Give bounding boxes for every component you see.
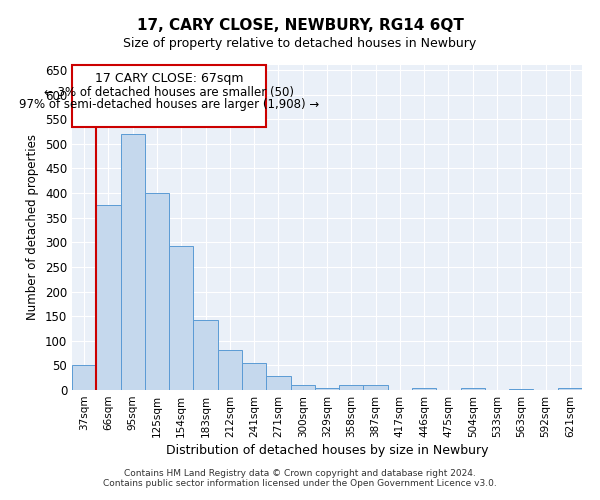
Bar	[412, 388, 436, 390]
Text: 17, CARY CLOSE, NEWBURY, RG14 6QT: 17, CARY CLOSE, NEWBURY, RG14 6QT	[137, 18, 463, 32]
Bar	[193, 320, 218, 390]
Bar	[96, 206, 121, 390]
Bar	[558, 388, 582, 390]
Bar	[121, 134, 145, 390]
Bar	[315, 388, 339, 390]
Bar	[266, 376, 290, 390]
X-axis label: Distribution of detached houses by size in Newbury: Distribution of detached houses by size …	[166, 444, 488, 457]
Bar	[218, 350, 242, 390]
Text: 97% of semi-detached houses are larger (1,908) →: 97% of semi-detached houses are larger (…	[19, 98, 319, 112]
Text: 17 CARY CLOSE: 67sqm: 17 CARY CLOSE: 67sqm	[95, 72, 244, 86]
Bar	[290, 385, 315, 390]
Bar	[461, 388, 485, 390]
Bar	[509, 388, 533, 390]
Bar	[364, 384, 388, 390]
Bar	[72, 366, 96, 390]
Bar	[339, 385, 364, 390]
Y-axis label: Number of detached properties: Number of detached properties	[26, 134, 40, 320]
Text: Contains public sector information licensed under the Open Government Licence v3: Contains public sector information licen…	[103, 478, 497, 488]
FancyBboxPatch shape	[72, 65, 266, 126]
Text: Size of property relative to detached houses in Newbury: Size of property relative to detached ho…	[124, 38, 476, 51]
Bar	[242, 363, 266, 390]
Bar	[169, 246, 193, 390]
Text: ← 3% of detached houses are smaller (50): ← 3% of detached houses are smaller (50)	[44, 86, 294, 99]
Bar	[145, 193, 169, 390]
Text: Contains HM Land Registry data © Crown copyright and database right 2024.: Contains HM Land Registry data © Crown c…	[124, 468, 476, 477]
